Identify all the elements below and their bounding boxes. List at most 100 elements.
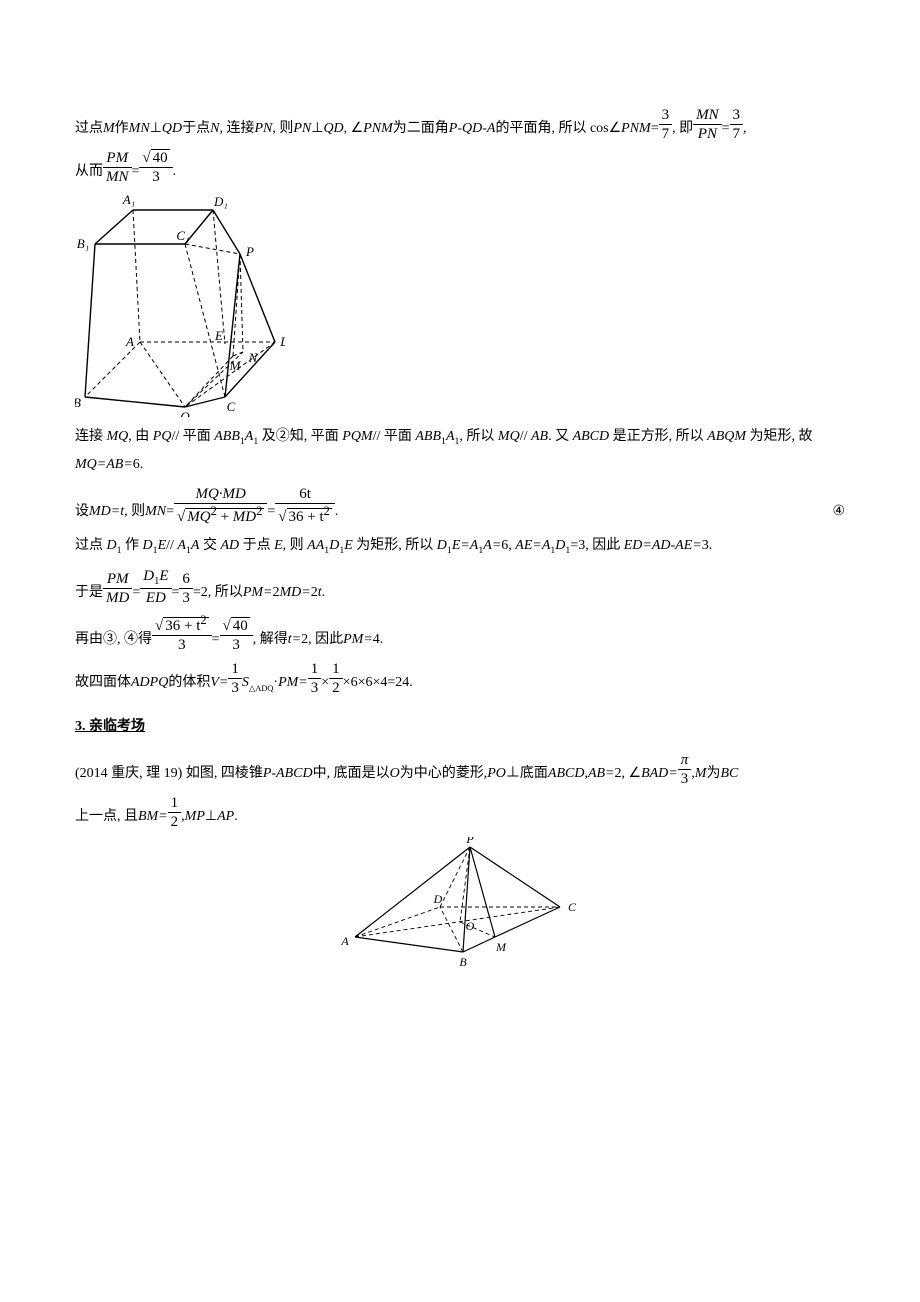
math: PM=	[343, 626, 373, 654]
text: 中, 底面是以	[313, 760, 390, 788]
math: O	[390, 760, 400, 788]
math: ABB	[214, 429, 240, 444]
math: A	[177, 538, 186, 553]
math: MQ	[107, 429, 129, 444]
math: MN	[145, 498, 166, 526]
text: 设	[75, 498, 89, 526]
math: V=	[210, 669, 228, 697]
text: 2, 因此	[301, 626, 343, 654]
numerator: D1E	[140, 567, 171, 590]
numerator: 1	[308, 660, 322, 679]
text: =	[132, 579, 140, 607]
term: MQ	[187, 509, 210, 525]
svg-text:A₁: A₁	[122, 192, 135, 207]
math: BM=	[138, 803, 168, 831]
math: BAD=	[641, 760, 678, 788]
math: MP	[185, 803, 205, 831]
math: QD	[323, 115, 343, 143]
fraction: 1 3	[228, 660, 242, 697]
svg-text:P: P	[465, 837, 474, 846]
text: 2	[311, 579, 318, 607]
math: E	[344, 538, 353, 553]
numerator: MQ·MD	[174, 485, 267, 504]
fraction: 1 3	[308, 660, 322, 697]
denominator: 3	[228, 679, 242, 697]
text: 3.	[702, 538, 713, 553]
text: .	[173, 158, 177, 186]
math: M	[695, 760, 707, 788]
svg-text:D: D	[279, 334, 285, 349]
text: . 又	[548, 429, 573, 444]
text: 再由③, ④得	[75, 626, 152, 654]
text: (2014 重庆, 理 19) 如图, 四棱锥	[75, 760, 263, 788]
text: 为矩形, 故	[746, 429, 813, 444]
text: ,	[743, 115, 747, 143]
math: MD=	[279, 579, 310, 607]
svg-text:P: P	[245, 244, 254, 259]
svg-text:Q: Q	[180, 409, 190, 417]
fraction: 1 2	[168, 794, 182, 831]
text: =	[212, 626, 220, 654]
denominator: √MQ2 + MD2	[174, 504, 267, 526]
denominator: ED	[140, 589, 171, 607]
surd: √	[142, 150, 150, 166]
surd: √	[155, 618, 163, 634]
math: AE=A	[515, 538, 550, 553]
svg-text:M: M	[495, 940, 507, 954]
sqrt-body: 40	[151, 149, 170, 166]
math: M	[103, 115, 115, 143]
math: A	[446, 429, 455, 444]
math: D	[555, 538, 565, 553]
svg-text:N: N	[248, 350, 259, 365]
numerator: √40	[139, 149, 172, 168]
math: PQM	[342, 429, 372, 444]
text: 上一点, 且	[75, 803, 138, 831]
text: 的体积	[168, 669, 210, 697]
paragraph-2: 从而 PM MN = √40 3 .	[75, 149, 845, 186]
numerator: PM	[103, 149, 132, 168]
math: D	[437, 538, 447, 553]
text: .	[322, 579, 326, 607]
sup: 2	[324, 504, 330, 518]
denominator: 3	[220, 636, 253, 654]
numerator: PM	[103, 570, 132, 589]
text: //	[166, 538, 177, 553]
denominator: 7	[730, 125, 744, 143]
numerator: π	[678, 751, 692, 770]
fraction: PM MN	[103, 149, 132, 186]
math: PO	[487, 760, 506, 788]
math: PM=	[243, 579, 273, 607]
svg-text:D₁: D₁	[213, 194, 228, 209]
numerator: 3	[659, 106, 673, 125]
text: .	[335, 498, 339, 526]
text: 为	[706, 760, 720, 788]
text: //	[520, 429, 531, 444]
svg-text:M: M	[229, 358, 242, 373]
text: ⊥	[311, 115, 323, 143]
svg-text:D: D	[433, 892, 443, 906]
text: 过点	[75, 115, 103, 143]
numerator: 6t	[275, 485, 335, 504]
denominator: 3	[308, 679, 322, 697]
svg-text:C₁: C₁	[176, 228, 189, 243]
math: ABQM	[707, 429, 746, 444]
denominator: 3	[139, 168, 172, 186]
text: 于点	[182, 115, 210, 143]
text: ×6×6×4=24.	[343, 669, 413, 697]
text: =	[651, 115, 659, 143]
fraction: √40 3	[220, 617, 253, 654]
math: ED=AD-AE=	[624, 538, 702, 553]
text: =	[166, 498, 174, 526]
text: .	[234, 803, 238, 831]
math: ADPQ	[131, 669, 168, 697]
math: E	[158, 538, 167, 553]
fraction: 6 3	[179, 570, 193, 607]
paragraph-7: 再由③, ④得 √36 + t2 3 = √40 3 , 解得 t= 2, 因此…	[75, 613, 845, 654]
text: // 平面	[373, 429, 416, 444]
equation-marker: ④	[832, 498, 845, 526]
text: 作	[122, 538, 143, 553]
sup: 2	[256, 504, 262, 518]
svg-text:B: B	[459, 955, 467, 967]
text: 是正方形, 所以	[609, 429, 707, 444]
text: 2, ∠	[615, 760, 642, 788]
